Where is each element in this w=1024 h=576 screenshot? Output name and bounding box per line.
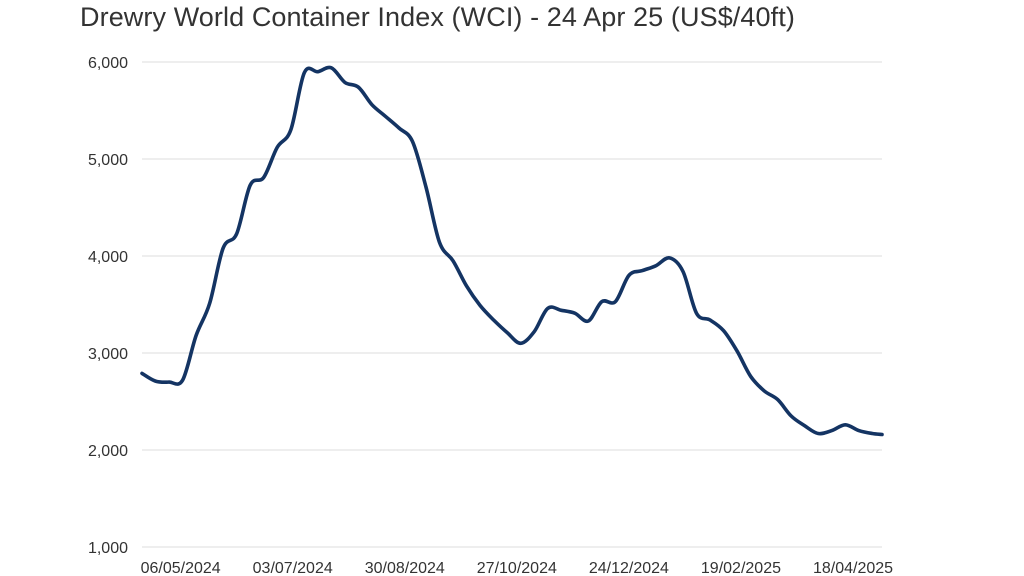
y-tick-label: 2,000	[88, 443, 128, 460]
y-tick-label: 1,000	[88, 540, 128, 557]
x-tick-label: 18/04/2025	[813, 560, 893, 576]
y-tick-label: 3,000	[88, 346, 128, 363]
x-tick-label: 19/02/2025	[701, 560, 781, 576]
x-tick-label: 30/08/2024	[365, 560, 445, 576]
y-tick-label: 6,000	[88, 55, 128, 72]
grid-lines	[142, 61, 882, 548]
y-tick-label: 5,000	[88, 152, 128, 169]
y-axis-labels: 1,000 2,000 3,000 4,000 5,000 6,000	[88, 55, 128, 557]
wci-series-line	[140, 65, 884, 437]
series-group	[140, 65, 884, 437]
x-tick-label: 03/07/2024	[253, 560, 333, 576]
chart-title: Drewry World Container Index (WCI) - 24 …	[80, 2, 795, 32]
x-tick-label: 27/10/2024	[477, 560, 557, 576]
x-tick-label: 06/05/2024	[141, 560, 221, 576]
y-tick-label: 4,000	[88, 249, 128, 266]
x-axis-labels: 06/05/2024 03/07/2024 30/08/2024 27/10/2024…	[141, 560, 894, 576]
x-tick-label: 24/12/2024	[589, 560, 669, 576]
